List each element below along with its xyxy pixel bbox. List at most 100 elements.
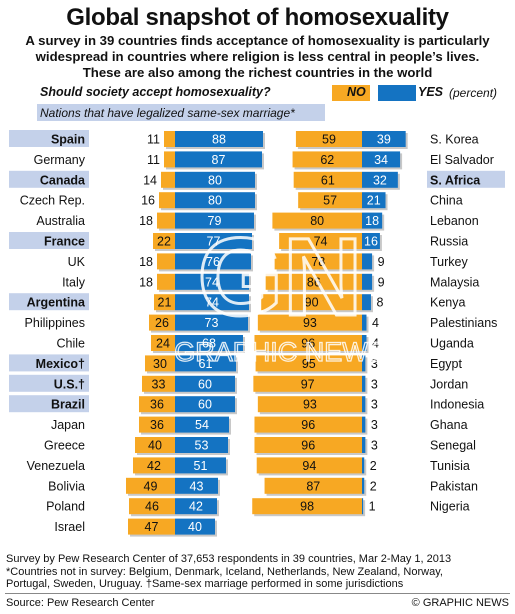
yes-value-label: 87 [212,153,226,167]
no-value-label: 47 [145,520,159,534]
yes-value-label: 79 [208,214,222,228]
no-bar [154,294,175,311]
yes-bar [175,355,236,372]
yes-value-label: 9 [378,255,385,269]
marriage-highlight [9,374,89,392]
yes-value-label: 60 [198,377,212,391]
yes-value-label: 60 [198,398,212,412]
legend-yes-swatch [378,85,416,101]
yes-bar [362,416,366,433]
country-label: El Salvador [430,153,494,167]
no-value-label: 86 [307,275,321,289]
yes-value-label: 21 [367,194,381,208]
country-label: Palestinians [430,316,497,330]
yes-value-label: 76 [206,255,220,269]
no-bar [164,131,175,147]
country-label: Nigeria [430,500,470,514]
country-label: Ghana [430,418,468,432]
footnote-line: Portugal, Sweden, Uruguay. †Same-sex mar… [6,578,404,590]
no-bar [254,335,362,351]
no-value-label: 78 [311,255,325,269]
no-bar [257,396,362,413]
no-value-label: 49 [144,479,158,493]
country-label: Malaysia [430,275,479,289]
no-value-label: 11 [147,133,160,147]
yes-bar [362,355,366,372]
no-value-label: 26 [155,316,169,330]
yes-value-label: 8 [376,296,383,310]
no-value-label: 18 [139,214,153,228]
country-label: Canada [40,173,86,187]
yes-value-label: 3 [371,357,378,371]
yes-value-label: 4 [372,316,379,330]
no-value-label: 95 [302,357,316,371]
subtitle-line: widespread in countries where religion i… [35,49,480,64]
country-label: Czech Rep. [20,194,85,208]
marriage-legend-label: Nations that have legalized same-sex mar… [40,106,295,120]
country-label: Germany [34,153,86,167]
yes-value-label: 3 [371,377,378,391]
country-label: Mexico† [36,357,85,371]
yes-bar [362,314,367,331]
country-label: Japan [51,418,85,432]
yes-bar [362,457,365,474]
no-bar [157,253,175,270]
footnotes: Survey by Pew Research Center of 37,653 … [6,553,511,591]
marriage-legend-swatch [37,104,325,121]
yes-bar [175,151,262,168]
yes-bar [362,192,386,209]
country-label: China [430,194,463,208]
footnote-line: Survey by Pew Research Center of 37,653 … [6,553,452,565]
no-bar [255,355,362,372]
no-value-label: 97 [301,377,315,391]
marriage-highlight [9,395,89,413]
yes-value-label: 54 [195,418,209,432]
yes-bar [362,253,373,270]
footer-divider [5,593,510,594]
copyright-credit: © GRAPHIC NEWS [411,597,509,609]
no-value-label: 62 [320,153,334,167]
yes-bar-shadow [364,398,368,415]
country-label: Turkey [430,255,468,269]
yes-bar [175,335,243,351]
legend-question: Should society accept homosexuality? [40,85,271,99]
country-label: Italy [62,275,86,289]
no-bar [151,335,175,351]
no-value-label: 46 [145,500,159,514]
footnote-line: *Countries not in survey: Belgium, Denma… [6,565,443,578]
yes-value-label: 18 [365,214,379,228]
no-value-label: 96 [301,337,315,351]
country-label: Lebanon [430,214,479,228]
yes-value-label: 34 [374,153,388,167]
yes-value-label: 32 [373,173,387,187]
yes-value-label: 61 [199,357,213,371]
no-value-label: 24 [156,337,170,351]
yes-bar [175,273,249,290]
no-bar [135,437,175,453]
yes-bar [175,314,248,331]
yes-value-label: 16 [364,235,378,249]
yes-bar [175,498,217,515]
no-value-label: 90 [305,296,319,310]
no-value-label: 11 [147,153,160,167]
no-bar [253,375,362,392]
no-bar [261,294,362,311]
no-value-label: 87 [306,479,320,493]
no-bar [164,151,175,168]
country-label: Bolivia [48,479,85,493]
yes-bar-shadow [364,459,367,476]
marriage-highlight [9,293,89,311]
no-bar [128,518,175,535]
no-bar [153,233,175,249]
yes-value-label: 74 [205,275,219,289]
yes-value-label: 74 [205,296,219,310]
no-bar [293,171,362,188]
country-label: Philippines [25,316,85,330]
marriage-highlight [9,232,89,249]
yes-bar [362,294,371,311]
yes-bar [175,457,226,474]
yes-bar [175,171,255,188]
country-label: S. Korea [430,133,479,147]
no-value-label: 14 [143,173,157,187]
